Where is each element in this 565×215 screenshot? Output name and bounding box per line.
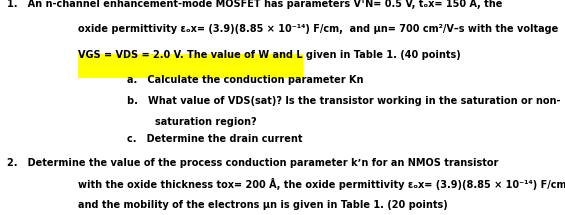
Text: b.   What value of VDS(sat)? Is the transistor working in the saturation or non-: b. What value of VDS(sat)? Is the transi… [127,96,560,106]
Text: a.   Calculate the conduction parameter Kn: a. Calculate the conduction parameter Kn [127,75,364,85]
Text: and the mobility of the electrons μn is given in Table 1. (20 points): and the mobility of the electrons μn is … [78,200,447,210]
Text: c.   Determine the drain current: c. Determine the drain current [127,134,303,144]
Text: oxide permittivity εₒx= (3.9)(8.85 × 10⁻¹⁴) F/cm,  and μn= 700 cm²/V–s with the : oxide permittivity εₒx= (3.9)(8.85 × 10⁻… [78,24,558,34]
Text: VGS = VDS = 2.0 V. The value of W and L given in Table 1. (40 points): VGS = VDS = 2.0 V. The value of W and L … [78,50,460,60]
Text: 1.   An n-channel enhancement-mode MOSFET has parameters VᵀN= 0.5 V, tₒx= 150 Å,: 1. An n-channel enhancement-mode MOSFET … [7,0,502,9]
FancyBboxPatch shape [78,54,303,78]
Text: 2.   Determine the value of the process conduction parameter kʼn for an NMOS tra: 2. Determine the value of the process co… [7,158,498,168]
Text: with the oxide thickness tox= 200 Å, the oxide permittivity εₒx= (3.9)(8.85 × 10: with the oxide thickness tox= 200 Å, the… [78,178,565,190]
Text: saturation region?: saturation region? [155,117,257,127]
